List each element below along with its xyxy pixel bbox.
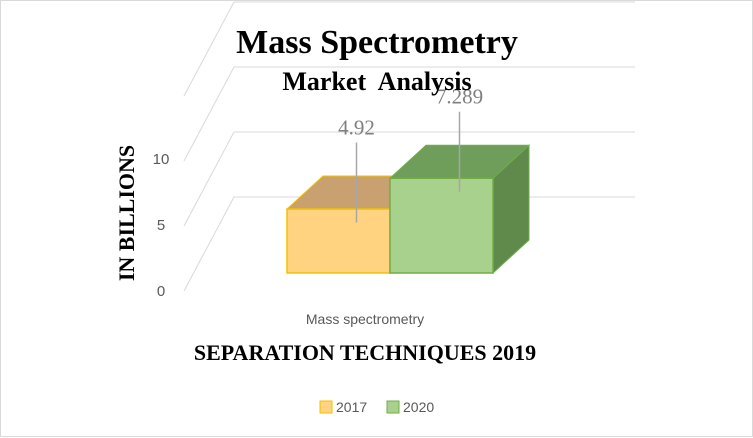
y-axis-label: IN BILLIONS xyxy=(114,145,139,281)
data-label-2020: 7.289 xyxy=(436,85,483,109)
data-label-2017: 4.92 xyxy=(338,116,375,140)
gridline xyxy=(183,131,635,227)
legend-label-2020: 2020 xyxy=(403,399,434,415)
bars xyxy=(285,144,531,275)
legend-label-2017: 2017 xyxy=(336,399,367,415)
chart-subtitle: Market Analysis xyxy=(282,67,471,96)
bar-front xyxy=(389,177,494,274)
y-tick-label: 5 xyxy=(157,217,165,234)
legend-swatch-2020 xyxy=(386,400,400,414)
y-tick-label: 10 xyxy=(153,151,170,168)
gridline xyxy=(183,1,635,97)
y-tick-label: 0 xyxy=(157,283,165,300)
gridline xyxy=(183,66,635,162)
y-tick-labels: 0 5 10 xyxy=(153,151,170,300)
bar-2020 xyxy=(388,144,531,275)
legend-swatch-2017 xyxy=(319,400,333,414)
bar-front xyxy=(286,208,391,274)
x-axis-label: SEPARATION TECHNIQUES 2019 xyxy=(194,340,536,365)
chart-title: Mass Spectrometry xyxy=(236,24,518,61)
x-category-label: Mass spectrometry xyxy=(306,311,424,327)
data-labels: 4.92 7.289 xyxy=(338,85,483,223)
legend: 2017 2020 xyxy=(319,399,434,415)
